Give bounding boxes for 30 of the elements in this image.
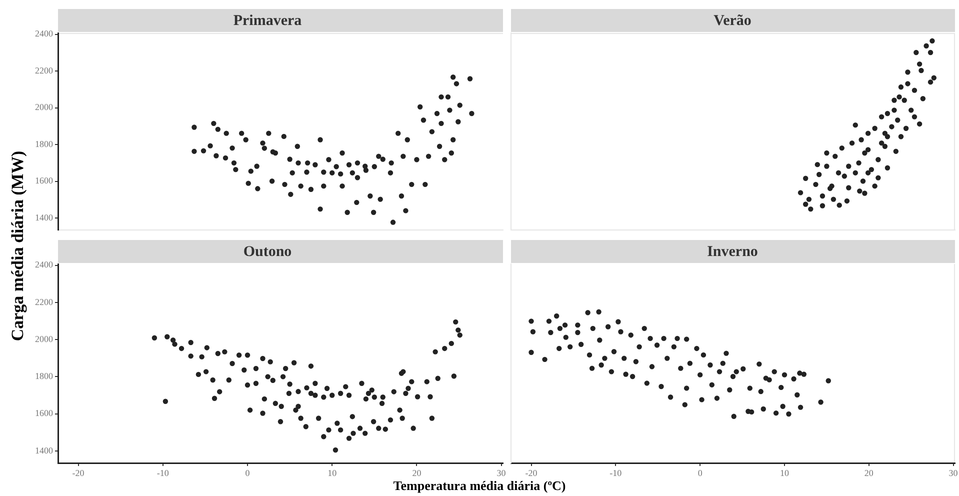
x-tick-label: 30 [948, 468, 958, 478]
y-axis-title: Carga média diária (MW) [8, 150, 28, 344]
x-tick-label: 0 [698, 468, 703, 478]
y-tick-label: 2200 [35, 65, 54, 76]
x-tick-label: 0 [245, 468, 250, 478]
y-tick-label: 2400 [35, 260, 54, 270]
y-tick-label: 1400 [35, 212, 54, 222]
x-tick-label: 10 [780, 468, 790, 478]
y-tick-label: 2000 [35, 102, 54, 112]
x-tick-label: -10 [610, 468, 622, 478]
y-tick-label: 2000 [35, 334, 54, 344]
y-tick-label: 1600 [35, 408, 54, 418]
y-tick-label: 1600 [35, 176, 54, 186]
x-tick-label: -20 [72, 468, 85, 478]
x-tick-label: -10 [156, 468, 170, 478]
chart-title: Verão [714, 12, 752, 29]
x-tick-label: 20 [412, 468, 422, 478]
x-tick-label: 20 [864, 468, 874, 478]
y-tick-label: 2200 [35, 296, 54, 307]
chart-title: Primavera [233, 12, 302, 29]
chart-title: Outono [243, 244, 292, 260]
x-tick-label: 10 [328, 468, 338, 478]
x-tick-label: 30 [496, 468, 506, 478]
y-tick-label: 1800 [35, 371, 54, 382]
y-tick-label: 1400 [35, 445, 54, 456]
x-axis-title: Temperatura média diária (ºC) [392, 478, 567, 494]
x-tick-label: -20 [525, 468, 538, 478]
chart-title: Inverno [707, 244, 758, 260]
y-tick-label: 1800 [35, 138, 54, 149]
y-tick-label: 2400 [35, 28, 54, 39]
